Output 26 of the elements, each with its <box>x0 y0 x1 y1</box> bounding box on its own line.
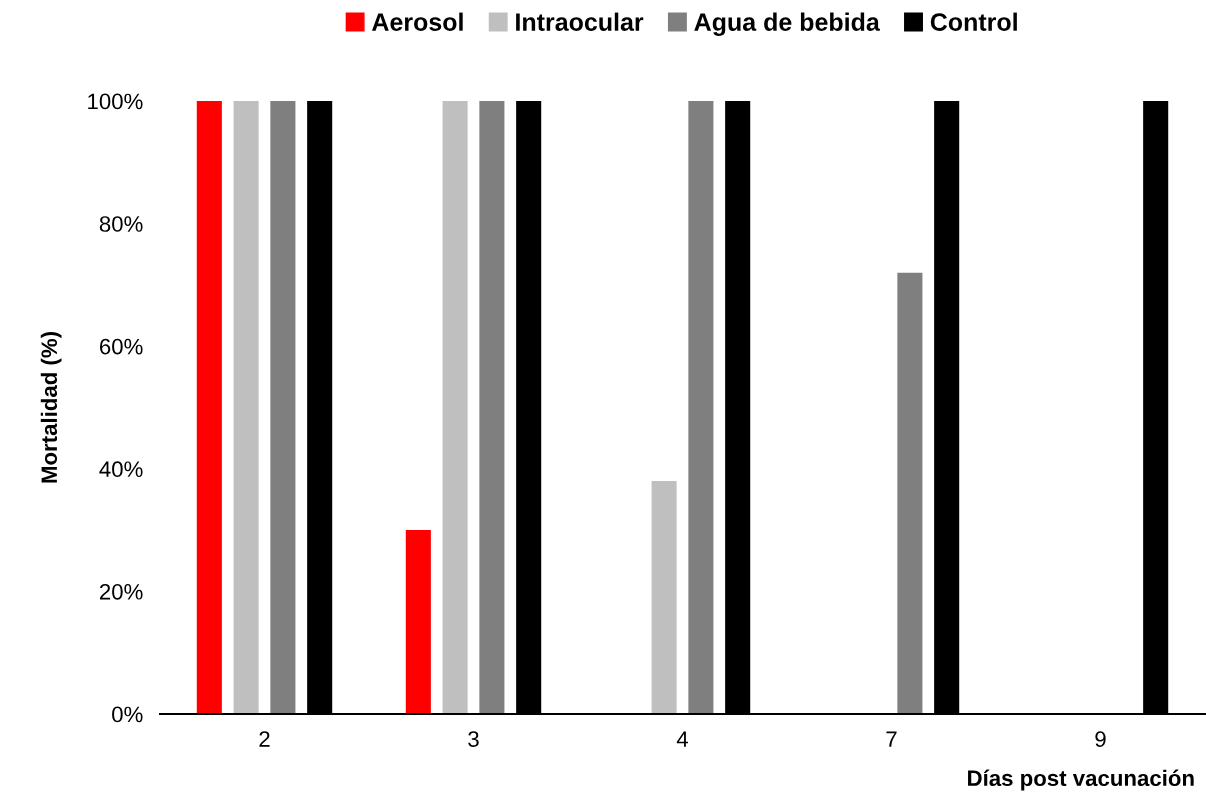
x-tick-label: 3 <box>468 731 479 747</box>
bar <box>897 272 923 714</box>
bar <box>688 101 714 714</box>
bar <box>405 530 431 714</box>
bar <box>479 101 505 714</box>
y-tick-label: 100% <box>88 93 143 110</box>
legend-label: Control <box>930 12 1017 31</box>
legend-label: Aerosol <box>372 12 463 31</box>
x-tick-label: 7 <box>886 731 897 747</box>
legend-label: Intraocular <box>516 12 644 31</box>
y-tick-label: 0% <box>112 706 143 723</box>
bar <box>651 481 677 714</box>
bar <box>233 101 259 714</box>
bar <box>442 101 468 714</box>
legend-label: Agua de bebida <box>694 12 880 36</box>
x-axis-title: Días post vacunación <box>968 769 1194 791</box>
y-tick-label: 60% <box>99 338 143 355</box>
y-tick-label: 40% <box>99 461 143 478</box>
y-axis-title: Mortalidad (%) <box>40 332 62 483</box>
bar <box>270 101 296 714</box>
x-tick-label: 4 <box>676 731 689 747</box>
y-tick-label: 80% <box>99 216 143 232</box>
x-tick-label: 2 <box>259 731 270 747</box>
x-tick-label: 9 <box>1095 731 1106 747</box>
y-tick-label: 20% <box>99 583 143 600</box>
bar <box>196 101 222 714</box>
